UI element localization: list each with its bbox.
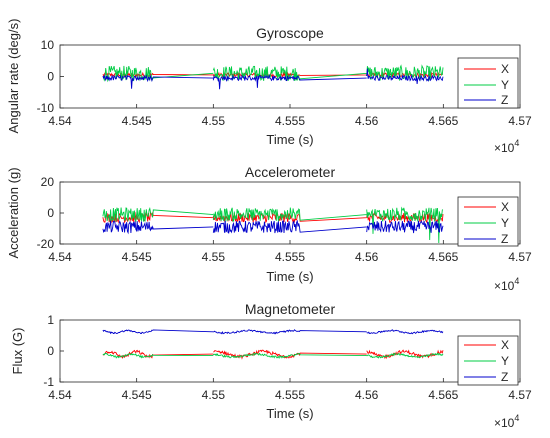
accelerometer-legend-label-z: Z: [501, 232, 508, 246]
gyroscope-x-exponent: ×104: [494, 138, 519, 155]
accelerometer-x-exponent: ×104: [494, 276, 519, 293]
magnetometer-x-tick-label: 4.55: [202, 388, 226, 402]
gyroscope-title: Gyroscope: [256, 25, 324, 41]
magnetometer-y-tick-label: -1: [43, 375, 54, 389]
magnetometer-x-tick-label: 4.545: [122, 388, 152, 402]
magnetometer-x-tick-label: 4.565: [428, 388, 458, 402]
gyroscope-legend-label-z: Z: [501, 93, 508, 107]
magnetometer-title: Magnetometer: [245, 301, 336, 317]
magnetometer-x-tick-label: 4.57: [508, 388, 532, 402]
accelerometer-legend-label-y: Y: [501, 216, 509, 230]
gyroscope-series-z-line: [102, 68, 444, 90]
gyroscope-y-tick-label: 10: [41, 38, 55, 52]
gyroscope-x-tick-label: 4.56: [355, 114, 379, 128]
accelerometer-y-tick-label: 20: [41, 175, 55, 189]
magnetometer-x-exponent-power: 4: [514, 413, 519, 423]
gyroscope-x-ticks: 4.54 4.545 4.55 4.555 4.56 4.565 4.57: [48, 104, 532, 128]
magnetometer-x-exponent: ×104: [494, 413, 519, 430]
accelerometer-x-tick-label: 4.555: [275, 250, 305, 264]
gyroscope-y-tick-label: -10: [37, 101, 55, 115]
accelerometer-x-tick-label: 4.545: [122, 250, 152, 264]
accelerometer-y-tick-label: -20: [37, 237, 55, 251]
gyroscope-y-axis-label: Angular rate (deg/s): [6, 19, 21, 134]
magnetometer-x-tick-label: 4.56: [355, 388, 379, 402]
magnetometer-y-tick-label: 0: [47, 344, 54, 358]
gyroscope-legend: X Y Z: [457, 57, 519, 109]
accelerometer-x-exponent-base: ×10: [494, 279, 515, 293]
magnetometer-y-axis-label: Flux (G): [10, 328, 25, 375]
magnetometer-y-tick-label: 1: [47, 313, 54, 327]
gyroscope-x-tick-label: 4.57: [508, 114, 532, 128]
accelerometer-y-ticks: -20 0 20: [37, 175, 64, 251]
gyroscope-y-tick-label: 0: [47, 70, 54, 84]
gyroscope-legend-label-x: X: [501, 62, 509, 76]
magnetometer-series-z-line: [102, 329, 444, 335]
magnetometer-legend-label-y: Y: [501, 354, 509, 368]
accelerometer-y-tick-label: 0: [47, 206, 54, 220]
magnetometer-x-tick-label: 4.54: [48, 388, 72, 402]
gyroscope-x-exponent-power: 4: [514, 138, 519, 148]
magnetometer-legend-label-z: Z: [501, 370, 508, 384]
accelerometer-x-tick-label: 4.565: [428, 250, 458, 264]
accelerometer-x-axis-label: Time (s): [266, 269, 313, 284]
accelerometer-plot-area: [102, 206, 444, 244]
magnetometer-x-tick-label: 4.555: [275, 388, 305, 402]
accelerometer-x-tick-label: 4.57: [508, 250, 532, 264]
magnetometer-legend-label-x: X: [501, 338, 509, 352]
magnetometer-x-axis-label: Time (s): [266, 406, 313, 421]
accelerometer-panel: Accelerometer 4.54 4.545 4.55 4.555 4.56 4.56…: [6, 164, 532, 293]
accelerometer-series-z-line: [102, 219, 444, 235]
accelerometer-x-tick-label: 4.56: [355, 250, 379, 264]
accelerometer-title: Accelerometer: [245, 164, 336, 180]
accelerometer-x-ticks: 4.54 4.545 4.55 4.555 4.56 4.565 4.57: [48, 240, 532, 264]
accelerometer-legend-box: [457, 196, 519, 247]
gyroscope-legend-label-y: Y: [501, 78, 509, 92]
accelerometer-legend-label-x: X: [501, 200, 509, 214]
accelerometer-x-exponent-power: 4: [514, 276, 519, 286]
accelerometer-x-tick-label: 4.55: [202, 250, 226, 264]
gyroscope-x-tick-label: 4.55: [202, 114, 226, 128]
accelerometer-legend: X Y Z: [457, 196, 519, 247]
magnetometer-x-ticks: 4.54 4.545 4.55 4.555 4.56 4.565 4.57: [48, 378, 532, 402]
magnetometer-plot-area: [102, 329, 444, 360]
magnetometer-panel: Magnetometer 4.54 4.545 4.55 4.555 4.56 4.565…: [10, 301, 532, 430]
magnetometer-axes: [59, 319, 521, 383]
accelerometer-y-axis-label: Acceleration (g): [6, 167, 21, 258]
magnetometer-legend: X Y Z: [457, 335, 519, 386]
magnetometer-y-ticks: -1 0 1: [43, 313, 64, 389]
gyroscope-x-axis-label: Time (s): [266, 132, 313, 147]
gyroscope-plot-area: [102, 64, 444, 90]
accelerometer-series-y-line: [102, 206, 444, 244]
magnetometer-x-exponent-base: ×10: [494, 416, 515, 430]
gyroscope-x-tick-label: 4.565: [428, 114, 458, 128]
gyroscope-panel: Gyroscope 4.54 4.545 4.55 4.555 4.56 4.565 4.5…: [6, 19, 532, 155]
gyroscope-y-ticks: -10 0 10: [37, 38, 64, 115]
accelerometer-x-tick-label: 4.54: [48, 250, 72, 264]
magnetometer-series-y-line: [102, 352, 444, 359]
gyroscope-x-tick-label: 4.555: [275, 114, 305, 128]
gyroscope-x-tick-label: 4.54: [48, 114, 72, 128]
gyroscope-x-exponent-base: ×10: [494, 141, 515, 155]
gyroscope-x-tick-label: 4.545: [122, 114, 152, 128]
